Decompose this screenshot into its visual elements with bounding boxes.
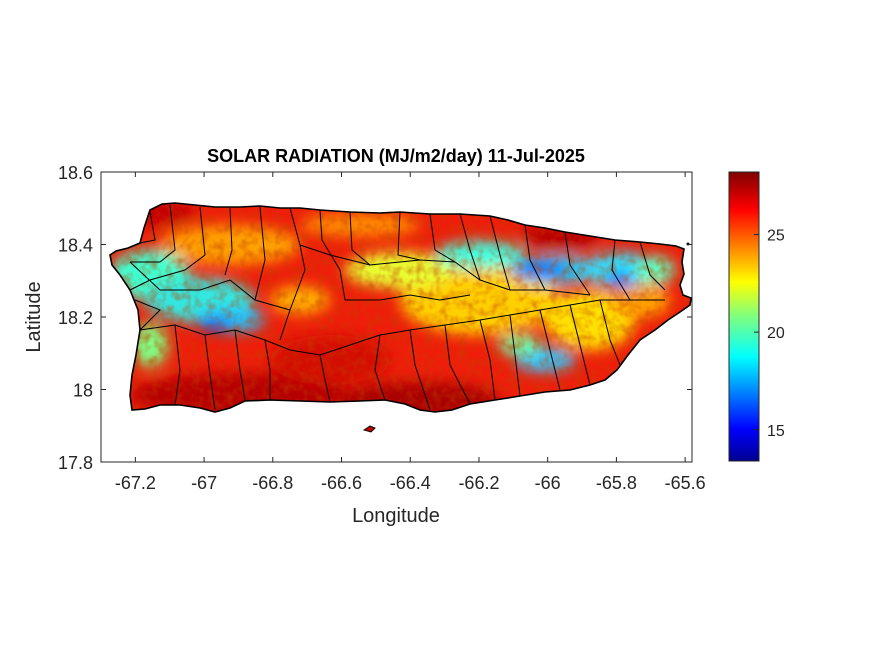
y-axis-label: Latitude <box>23 281 45 352</box>
y-tick-label: 18.4 <box>58 236 93 256</box>
chart-title: SOLAR RADIATION (MJ/m2/day) 11-Jul-2025 <box>207 146 585 166</box>
x-tick-label: -66.2 <box>458 473 499 493</box>
y-tick-label: 18.6 <box>58 163 93 183</box>
colorbar <box>728 171 760 462</box>
x-tick-label: -66 <box>535 473 561 493</box>
x-tick-label: -66.8 <box>252 473 293 493</box>
colorbar-ticks: 15 20 25 <box>754 227 785 440</box>
x-tick-label: -66.6 <box>321 473 362 493</box>
y-axis-ticks: 18.6 18.4 18.2 18 17.8 <box>58 163 692 473</box>
x-axis-ticks: -67.2 -67 -66.8 -66.6 -66.4 -66.2 -66 -65.8 -65.… <box>115 172 706 493</box>
x-tick-label: -67 <box>191 473 217 493</box>
x-tick-label: -65.8 <box>596 473 637 493</box>
radiation-field <box>110 203 691 412</box>
x-axis-label: Longitude <box>352 505 440 527</box>
colorbar-tick-label: 25 <box>767 227 785 244</box>
y-tick-label: 18 <box>73 381 93 401</box>
y-tick-label: 18.2 <box>58 308 93 328</box>
x-tick-label: -67.2 <box>115 473 156 493</box>
colorbar-tick-label: 15 <box>767 423 785 440</box>
y-tick-label: 17.8 <box>58 453 93 473</box>
municipality-borders <box>129 204 666 411</box>
x-tick-label: -66.4 <box>390 473 431 493</box>
x-tick-label: -65.6 <box>665 473 706 493</box>
colorbar-tick-label: 20 <box>767 325 785 342</box>
